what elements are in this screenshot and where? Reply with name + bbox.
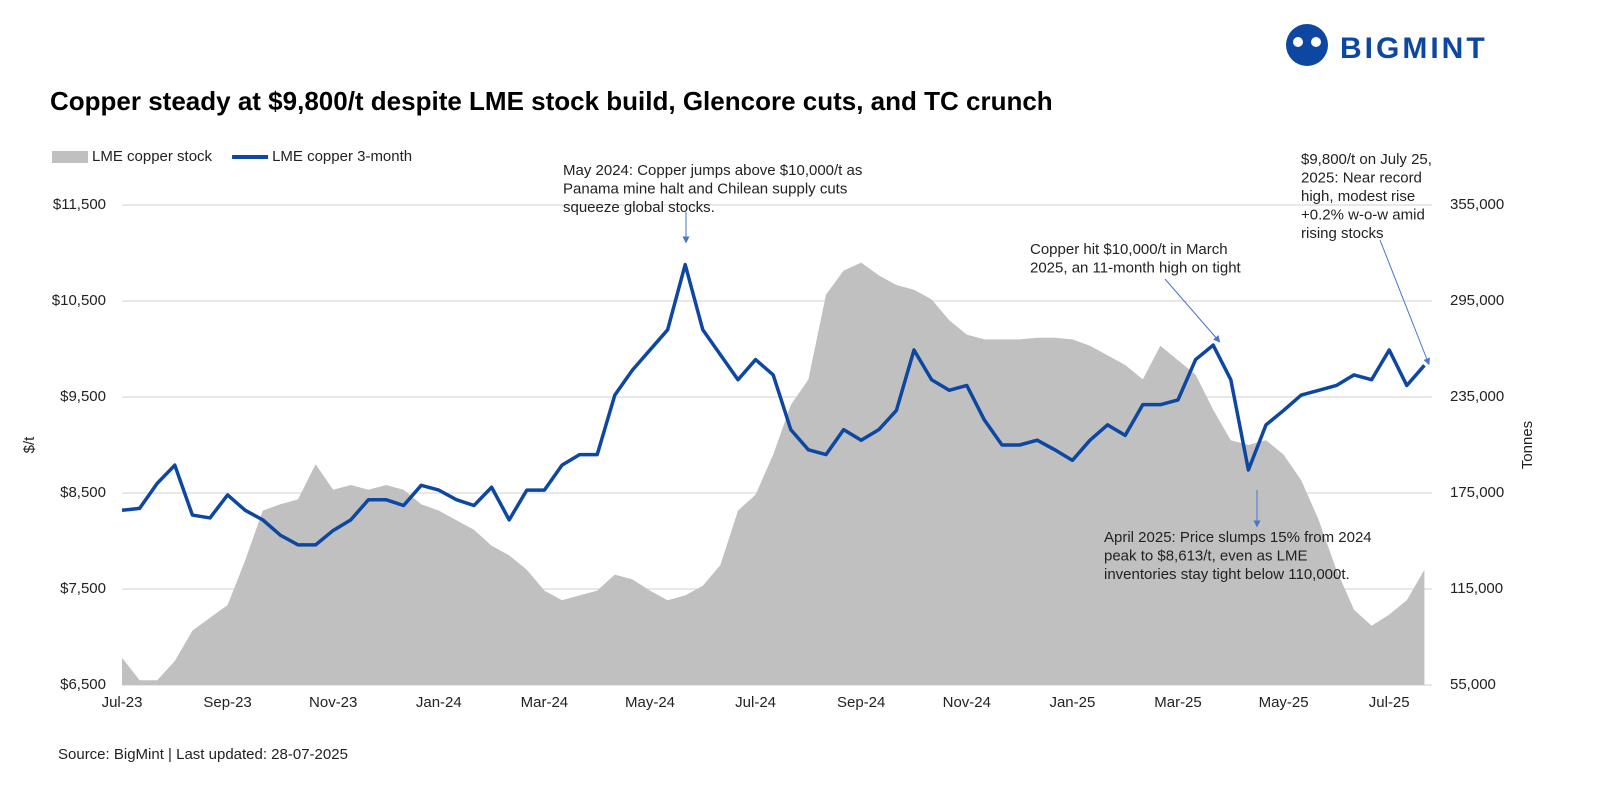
annotation-text: squeeze global stocks. — [563, 199, 715, 216]
annotation-arrow — [1379, 239, 1430, 366]
line — [121, 262, 1426, 547]
annotation-text: rising stocks — [1301, 225, 1384, 242]
x-tick-label: Nov-24 — [943, 694, 991, 711]
annotation-text: 2025, an 11-month high on tight — [1030, 259, 1242, 276]
x-tick-label: Mar-25 — [1154, 694, 1202, 711]
x-tick-label: Jul-23 — [102, 694, 143, 711]
x-tick-label: Jul-25 — [1369, 694, 1410, 711]
x-tick-label: May-25 — [1259, 694, 1309, 711]
annotation: May 2024: Copper jumps above $10,000/t a… — [563, 162, 862, 244]
logo-icon — [1311, 37, 1321, 47]
y-tick-label: $6,500 — [60, 676, 106, 693]
area — [122, 262, 1425, 685]
annotation-text: May 2024: Copper jumps above $10,000/t a… — [563, 162, 862, 179]
annotation: April 2025: Price slumps 15% from 2024pe… — [1104, 490, 1372, 583]
annotation-text: +0.2% w-o-w amid — [1301, 206, 1425, 223]
y2-tick-label: 355,000 — [1450, 196, 1504, 213]
logo-icon — [1286, 24, 1328, 66]
x-tick-label: Sep-23 — [203, 694, 251, 711]
y-tick-label: $11,500 — [53, 196, 106, 213]
legend-label: LME copper 3-month — [272, 148, 412, 165]
annotation: $9,800/t on July 25,2025: Near record hig… — [1301, 151, 1432, 366]
y-axis-title: $/t — [21, 436, 38, 454]
source-note: Source: BigMint | Last updated: 28-07-20… — [58, 746, 348, 763]
logo-text: BIGMINT — [1340, 32, 1488, 65]
x-tick-label: May-24 — [625, 694, 675, 711]
chart-title: Copper steady at $9,800/t despite LME st… — [50, 86, 1053, 116]
annotation-text: April 2025: Price slumps 15% from 2024 — [1104, 529, 1372, 546]
y-tick-label: $9,500 — [60, 388, 106, 405]
x-tick-label: Nov-23 — [309, 694, 357, 711]
plot-area — [121, 204, 1432, 686]
y2-tick-label: 295,000 — [1450, 292, 1504, 309]
annotation-text: peak to $8,613/t, even as LME — [1104, 547, 1307, 564]
annotation-text: high, modest rise — [1301, 188, 1415, 205]
x-tick-label: Jul-24 — [735, 694, 776, 711]
legend-item: LME copper stock — [52, 148, 213, 165]
logo: BIGMINT — [1286, 24, 1488, 66]
y2-axis-title: Tonnes — [1519, 421, 1536, 469]
annotation-text: $9,800/t on July 25, — [1301, 151, 1432, 168]
legend-label: LME copper stock — [92, 148, 213, 165]
y-tick-label: $10,500 — [52, 292, 106, 309]
y2-tick-label: 235,000 — [1450, 388, 1504, 405]
y2-tick-label: 175,000 — [1450, 484, 1504, 501]
annotation-arrow — [1164, 278, 1221, 343]
y2-tick-label: 55,000 — [1450, 676, 1496, 693]
x-tick-label: Jan-25 — [1049, 694, 1095, 711]
legend-item: LME copper 3-month — [232, 148, 412, 165]
x-tick-label: Jan-24 — [416, 694, 462, 711]
annotation-text: 2025: Near record — [1301, 169, 1422, 186]
y2-tick-label: 115,000 — [1450, 580, 1503, 597]
annotation-text: Panama mine halt and Chilean supply cuts — [563, 180, 847, 197]
x-tick-label: Sep-24 — [837, 694, 885, 711]
logo-icon — [1293, 37, 1303, 47]
y-tick-label: $8,500 — [60, 484, 106, 501]
legend-swatch — [52, 151, 88, 163]
annotation-text: inventories stay tight below 110,000t. — [1104, 566, 1350, 583]
y-tick-label: $7,500 — [60, 580, 106, 597]
annotation-text: Copper hit $10,000/t in March — [1030, 241, 1228, 258]
x-tick-label: Mar-24 — [521, 694, 569, 711]
